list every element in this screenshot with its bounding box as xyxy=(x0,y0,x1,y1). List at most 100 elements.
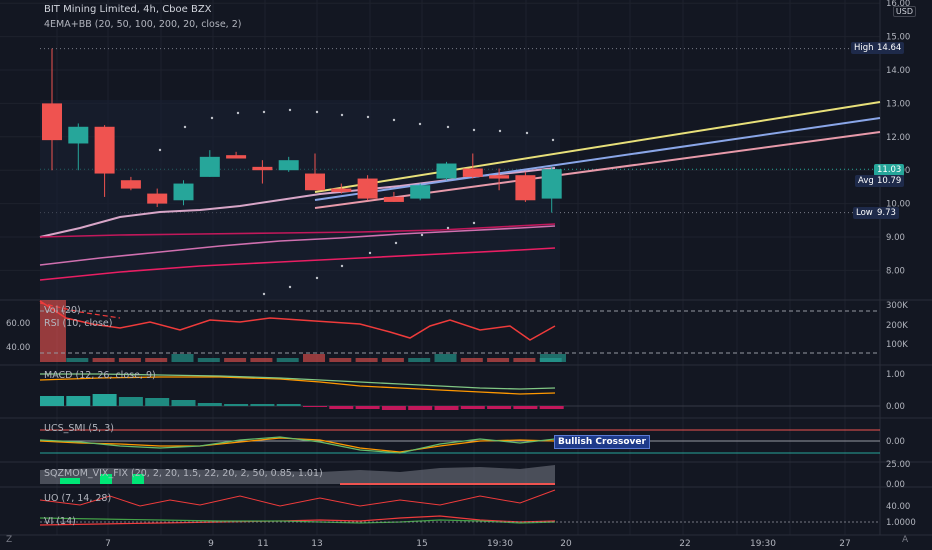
psar-dot xyxy=(394,241,398,245)
vix-fix-pane xyxy=(40,465,555,485)
vi-minus-line xyxy=(39,515,556,526)
psar-dot xyxy=(183,125,187,129)
macd-histogram-bar xyxy=(303,406,327,407)
vol-tick-label: 100K xyxy=(886,340,908,350)
high-label-tag: High xyxy=(851,42,877,54)
volume-bar xyxy=(224,358,247,362)
vol-tick-label: 200K xyxy=(886,321,908,331)
vol-tick-label: 300K xyxy=(886,301,908,311)
avg-value-tag: 10.79 xyxy=(874,175,905,187)
macd-histogram-bar xyxy=(197,403,222,406)
squeeze-bar xyxy=(100,474,112,484)
uo-line xyxy=(39,489,556,507)
last-price-tag: 11.03 xyxy=(874,164,905,176)
volume-bar xyxy=(303,354,325,362)
psar-dot xyxy=(262,292,266,296)
candle-body xyxy=(252,166,273,171)
time-tick-label: 27 xyxy=(839,539,850,549)
smi-line xyxy=(39,437,556,453)
time-tick-label: 19:30 xyxy=(750,539,776,549)
vix-tick-label: 0.00 xyxy=(886,480,905,490)
price-tick-label: 9.00 xyxy=(886,233,905,243)
candle-body xyxy=(383,196,404,202)
zoom-toggle-left[interactable]: Z xyxy=(6,535,13,545)
macd-line xyxy=(39,376,556,395)
candle-body xyxy=(278,160,299,171)
time-tick-label: 13 xyxy=(311,539,322,549)
time-tick-label: 20 xyxy=(560,539,572,549)
macd-histogram-bar xyxy=(513,406,538,409)
volume-bar xyxy=(329,358,352,362)
bullish-crossover-badge: Bullish Crossover xyxy=(554,435,650,449)
candle-body xyxy=(94,126,115,174)
vi-plus-line xyxy=(39,517,556,524)
psar-dot xyxy=(446,125,450,129)
high-value-tag: 14.64 xyxy=(874,42,905,54)
indicator-legend-4ema-bb[interactable]: 4EMA+BB (20, 50, 100, 200, 20, close, 2) xyxy=(44,19,242,30)
uo-vi-pane xyxy=(39,489,880,526)
psar-dot xyxy=(446,226,450,230)
time-tick-label: 15 xyxy=(416,539,427,549)
macd-tick-label: 0.00 xyxy=(886,402,905,412)
price-tick-label: 14.00 xyxy=(886,66,910,76)
volume-bar xyxy=(276,358,299,362)
low-label-tag: Low xyxy=(853,207,876,219)
vix-tick-label: 25.00 xyxy=(886,460,910,470)
psar-dot xyxy=(392,118,396,122)
volume-bar xyxy=(145,358,168,362)
psar-dot xyxy=(340,113,344,117)
vol-legend[interactable]: Vol (20) xyxy=(44,305,81,316)
ema-200-line xyxy=(39,247,556,281)
macd-histogram-bar xyxy=(171,400,196,406)
psar-dot xyxy=(340,264,344,268)
vix-fix-area xyxy=(40,465,555,484)
smi-legend[interactable]: UCS_SMI (5, 3) xyxy=(44,423,114,434)
currency-button[interactable]: USD xyxy=(892,6,916,17)
psar-dot xyxy=(525,131,529,135)
volume-bar xyxy=(408,358,431,362)
uo-tick-label: 40.00 xyxy=(886,502,910,512)
psar-dot xyxy=(315,276,319,280)
volume-bar xyxy=(381,358,404,362)
psar-dot xyxy=(158,148,162,152)
candle-body xyxy=(147,193,168,204)
macd-pane xyxy=(39,373,880,410)
psar-dot xyxy=(368,251,372,255)
smi-signal-line xyxy=(39,436,556,454)
price-tick-label: 15.00 xyxy=(886,33,910,43)
volume-bar xyxy=(487,358,510,362)
trend-line-yellow xyxy=(314,101,881,193)
candle-body xyxy=(489,175,510,179)
vix-fix-legend[interactable]: SQZMOM_VIX_FIX (20, 2, 20, 1.5, 22, 20, … xyxy=(44,468,323,479)
candle-body xyxy=(68,126,89,144)
symbol-title: BIT Mining Limited, 4h, Cboe BZX xyxy=(44,4,212,15)
macd-tick-label: 1.00 xyxy=(886,370,905,380)
uo-legend[interactable]: UO (7, 14, 28) xyxy=(44,493,112,504)
psar-dot xyxy=(236,111,240,115)
volume-bar xyxy=(355,358,378,362)
candlestick-series xyxy=(42,48,562,213)
bollinger-band-fill xyxy=(40,100,560,300)
psar-dot xyxy=(472,221,476,225)
volume-bar xyxy=(540,354,566,362)
candle-body xyxy=(410,185,431,199)
candle-body xyxy=(199,156,220,177)
avg-label-tag: Avg xyxy=(855,175,877,187)
volume-bar xyxy=(66,358,89,362)
macd-signal-line xyxy=(40,373,556,390)
vi-legend[interactable]: VI (14) xyxy=(44,516,76,527)
auto-scale-toggle[interactable]: A xyxy=(902,535,909,545)
volume-bar xyxy=(460,358,483,362)
trend-line-pink xyxy=(314,131,881,209)
candle-body xyxy=(515,175,536,201)
psar-dot xyxy=(551,138,555,142)
macd-legend[interactable]: MACD (12, 26, close, 9) xyxy=(44,370,156,381)
vi-tick-label: 1.0000 xyxy=(886,518,916,528)
candle-body xyxy=(357,178,378,199)
rsi-legend[interactable]: RSI (10, close) xyxy=(44,318,113,329)
time-tick-label: 9 xyxy=(208,539,214,549)
price-tick-label: 8.00 xyxy=(886,266,905,276)
time-axis[interactable]: 7 9 11 13 15 19:30 20 22 19:30 27 xyxy=(105,539,851,549)
volume-bar xyxy=(434,354,457,362)
